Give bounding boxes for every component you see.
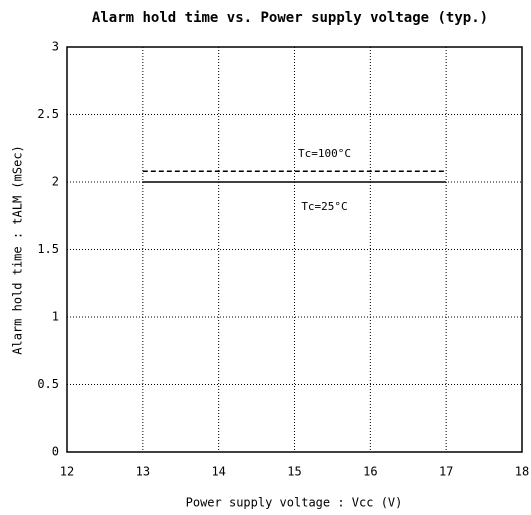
y-tick-label: 0: [52, 445, 59, 459]
x-tick-label: 18: [515, 465, 529, 479]
x-tick-label: 17: [439, 465, 453, 479]
x-tick-label: 12: [60, 465, 74, 479]
x-tick-label: 13: [136, 465, 150, 479]
plot-frame: [66, 46, 523, 453]
y-tick-label: 2.5: [37, 107, 59, 121]
y-tick-label: 0.5: [37, 377, 59, 391]
series-annotation: Tc=25°C: [301, 200, 347, 213]
x-axis-label: Power supply voltage : Vcc (V): [186, 496, 403, 510]
y-axis-label: Alarm hold time : tALM (mSec): [11, 145, 25, 355]
x-tick-label: 15: [287, 465, 301, 479]
y-tick-label: 1.5: [37, 242, 59, 256]
y-tick-label: 2: [52, 175, 59, 189]
x-tick-label: 16: [363, 465, 377, 479]
chart-title: Alarm hold time vs. Power supply voltage…: [92, 10, 488, 26]
y-tick-label: 1: [52, 310, 59, 324]
y-tick-label: 3: [52, 40, 59, 54]
x-tick-label: 14: [211, 465, 225, 479]
series-annotation: Tc=100°C: [298, 147, 351, 160]
